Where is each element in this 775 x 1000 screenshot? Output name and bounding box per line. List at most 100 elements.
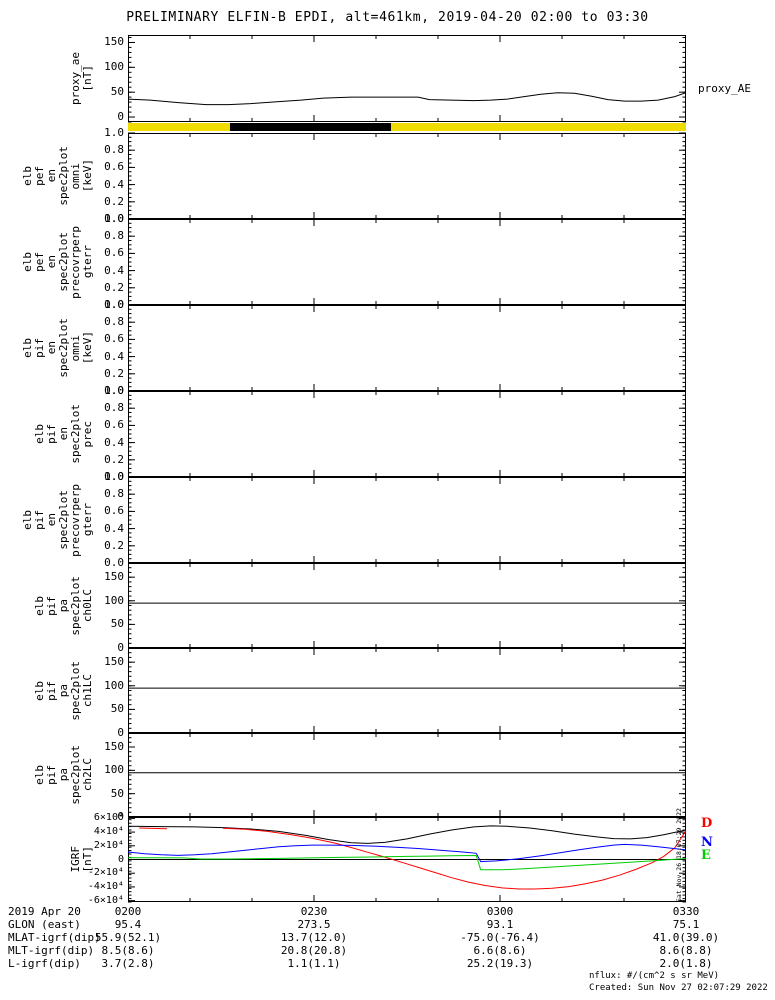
ylabel-line: [keV] xyxy=(81,159,94,193)
y-tick-label: -2×10⁴ xyxy=(87,867,124,879)
proxy-ae-right-label: proxy_AE xyxy=(698,82,751,95)
ylabel-line: ch2LC xyxy=(81,758,94,792)
x-tick-label: 0230 xyxy=(300,905,328,918)
y-tick-label: 150 xyxy=(104,655,124,669)
series-igrf-d-seg1 xyxy=(139,827,168,830)
table-cell: 8.5(8.6) xyxy=(101,944,155,957)
y-tick-label: 150 xyxy=(104,740,124,753)
y-tick-label: 0.0 xyxy=(104,556,124,569)
table-cell: 41.0(39.0) xyxy=(652,931,720,944)
y-tick-label: 0 xyxy=(117,810,124,823)
panel-plot-elb-pif-pa-ch2lc xyxy=(128,732,686,818)
y-tick-label: 150 xyxy=(104,570,124,584)
panel-plot-proxy-ae xyxy=(127,35,687,123)
panel-plot-elb-pif-en-precovrperp-gterr xyxy=(128,476,686,564)
footer-created: Created: Sun Nov 27 02:07:29 2022 xyxy=(589,983,768,993)
legend-E: E xyxy=(701,848,711,863)
y-tick-label: 0.4 xyxy=(104,521,124,535)
panel-ylabel-elb-pif-pa-ch2lc: elb pif pa spec2plot ch2LC xyxy=(16,733,94,817)
ylabel-line: gterr xyxy=(81,503,94,537)
y-tick-label: 0.6 xyxy=(104,418,124,432)
panel-plot-elb-pif-pa-ch0lc xyxy=(128,562,686,649)
y-tick-label: 0.2 xyxy=(104,280,124,294)
y-tick-label: 1.0 xyxy=(104,126,124,139)
series-igrf-n xyxy=(127,843,687,863)
table-cell: 55.9(52.1) xyxy=(94,931,162,944)
panel-ylabel-elb-pef-en-precovrperp-gterr: elb pef en spec2plot precovrperp gterr xyxy=(16,219,94,305)
y-tick-label: 0 xyxy=(117,110,124,124)
table-cell: 20.8(20.8) xyxy=(280,944,348,957)
panel-ylabel-proxy-ae: proxy_ae [nT] xyxy=(16,35,94,122)
y-tick-label: 0.8 xyxy=(104,229,124,243)
y-tick-label: 0.0 xyxy=(104,470,124,483)
series-igrf-d xyxy=(222,827,687,890)
x-tick-label: 0200 xyxy=(114,905,142,918)
y-tick-label: 0.8 xyxy=(104,487,124,501)
table-cell: 8.6(8.8) xyxy=(659,944,713,957)
panel-ylabel-elb-pif-en-precovrperp-gterr: elb pif en spec2plot precovrperp gterr xyxy=(16,477,94,563)
panel-ylabel-elb-pif-en-prec: elb pif en spec2plot prec xyxy=(16,391,94,477)
y-tick-label: 0.8 xyxy=(104,143,124,157)
y-tick-label: 100 xyxy=(104,60,124,74)
y-tick-label: -6×10⁴ xyxy=(87,894,124,906)
side-timestamp: Sat Nov 26 18:07:29 2022 xyxy=(675,808,683,902)
legend-D: D xyxy=(701,816,713,831)
panel-plot-elb-pif-pa-ch1lc xyxy=(128,647,686,734)
panel-plot-igrf xyxy=(127,817,687,903)
y-tick-label: 50 xyxy=(110,786,124,800)
table-cell: 1.1(1.1) xyxy=(287,957,341,970)
y-tick-label: 0.2 xyxy=(104,538,124,552)
y-tick-label: 0.6 xyxy=(104,332,124,346)
x-axis-date-label: 2019 Apr 20 xyxy=(8,905,81,918)
y-tick-label: 0.8 xyxy=(104,315,124,329)
panel-ylabel-igrf: IGRF [nT] xyxy=(16,817,94,902)
y-tick-label: 0.0 xyxy=(104,298,124,311)
panel-plot-elb-pif-en-omni xyxy=(128,304,686,392)
panel-ylabel-elb-pef-en-omni: elb pef en spec2plot omni [keV] xyxy=(16,133,94,219)
ylabel-line: [nT] xyxy=(81,65,94,92)
y-tick-label: 4×10⁴ xyxy=(93,826,124,838)
y-tick-label: 0.6 xyxy=(104,504,124,518)
series-igrf-e xyxy=(128,854,687,871)
y-tick-label: 0.2 xyxy=(104,366,124,380)
table-cell: -75.0(-76.4) xyxy=(460,931,540,944)
y-tick-label: 0 xyxy=(117,726,124,739)
panel-plot-elb-pef-en-precovrperp-gterr xyxy=(128,218,686,306)
table-cell: 25.2(19.3) xyxy=(466,957,534,970)
y-tick-label: 0.0 xyxy=(104,384,124,397)
footer-units: nflux: #/(cm^2 s sr MeV) xyxy=(589,971,720,981)
y-tick-label: 6×10⁴ xyxy=(93,812,124,824)
table-row-label: MLT-igrf(dip) xyxy=(8,944,95,957)
table-cell: 2.0(1.8) xyxy=(659,957,713,970)
y-tick-label: 150 xyxy=(104,35,124,49)
table-row-label: MLAT-igrf(dip) xyxy=(8,931,101,944)
y-tick-label: 0.4 xyxy=(104,435,124,449)
y-tick-label: 0 xyxy=(117,641,124,654)
table-cell: 95.4 xyxy=(114,918,142,931)
table-row-label: GLON (east) xyxy=(8,918,81,931)
y-tick-label: 50 xyxy=(110,85,124,99)
availability-gap xyxy=(230,123,391,131)
table-cell: 75.1 xyxy=(672,918,700,931)
table-row-label: L-igrf(dip) xyxy=(8,957,81,970)
table-cell: 3.7(2.8) xyxy=(101,957,155,970)
panel-ylabel-elb-pif-pa-ch1lc: elb pif pa spec2plot ch1LC xyxy=(16,648,94,733)
panel-ylabel-elb-pif-pa-ch0lc: elb pif pa spec2plot ch0LC xyxy=(16,563,94,648)
y-tick-label: 0.2 xyxy=(104,194,124,208)
y-tick-label: 1.0 xyxy=(104,212,124,225)
availability-bar xyxy=(128,123,686,131)
panel-ylabel-elb-pif-en-omni: elb pif en spec2plot omni [keV] xyxy=(16,305,94,391)
y-tick-label: 0.8 xyxy=(104,401,124,415)
y-tick-label: 0.4 xyxy=(104,349,124,363)
y-tick-label: 100 xyxy=(104,593,124,607)
ylabel-line: ch1LC xyxy=(81,673,94,708)
panel-plot-elb-pif-en-prec xyxy=(128,390,686,478)
table-cell: 6.6(8.6) xyxy=(473,944,527,957)
table-cell: 13.7(12.0) xyxy=(280,931,348,944)
series-igrf-bt xyxy=(127,825,687,844)
y-tick-label: 1.0 xyxy=(104,298,124,311)
y-tick-label: 0.6 xyxy=(104,160,124,174)
y-tick-label: 100 xyxy=(104,763,124,777)
y-tick-label: 100 xyxy=(104,678,124,692)
